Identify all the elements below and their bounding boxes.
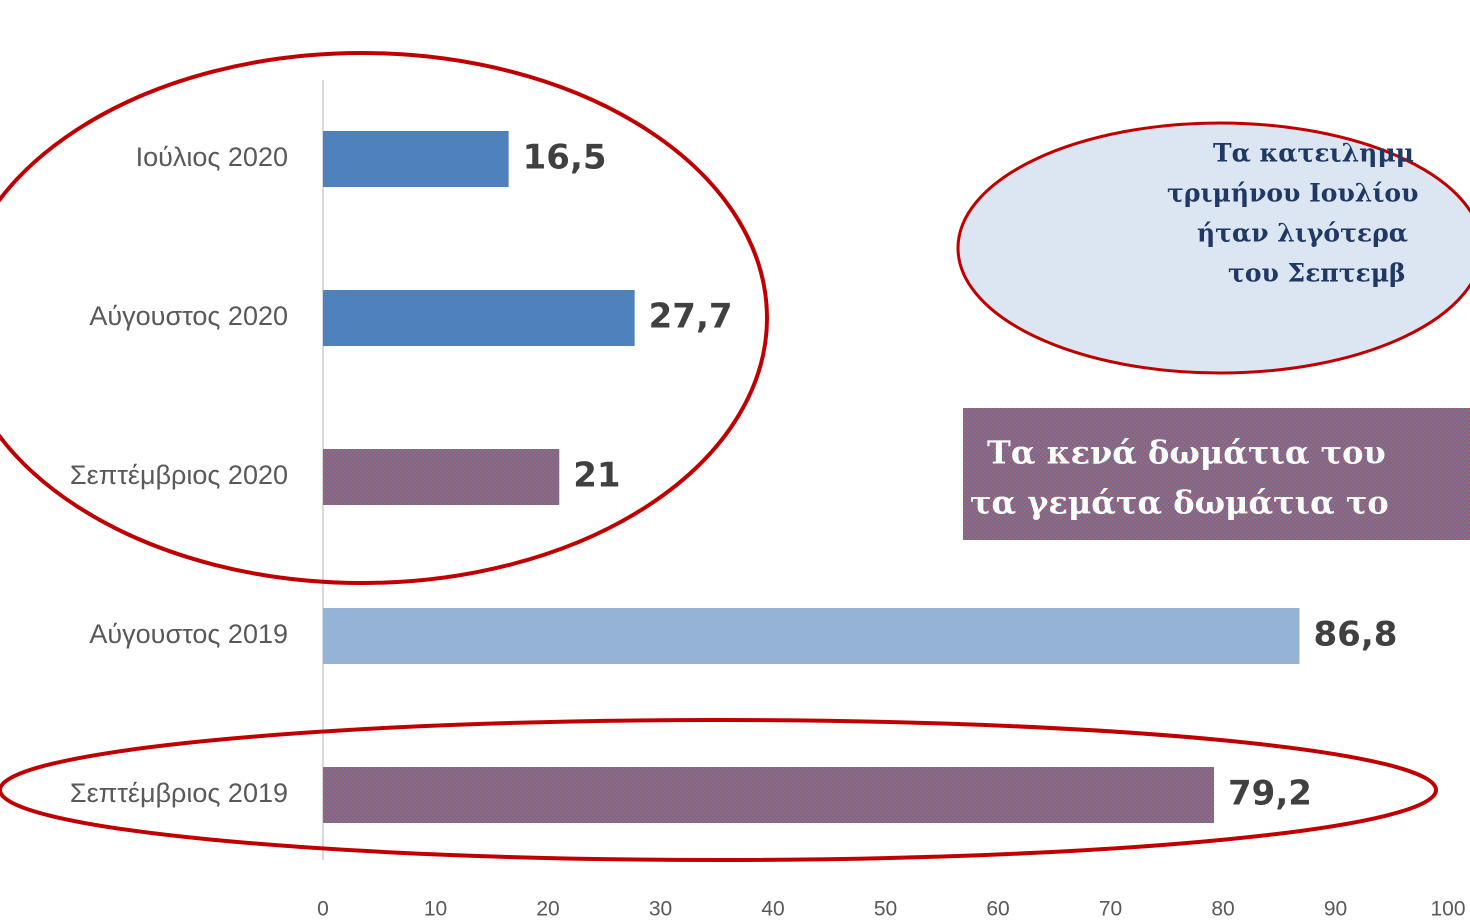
annotation-text: Τα κενά δωμάτια του (987, 434, 1386, 472)
bar (323, 290, 635, 346)
category-label: Αύγουστος 2020 (89, 301, 288, 331)
x-tick-label: 10 (424, 898, 447, 921)
x-tick-label: 100 (1430, 898, 1465, 921)
category-label: Ιούλιος 2020 (136, 142, 288, 172)
annotation-text: Τα κατειλημμ (1213, 139, 1414, 168)
category-label: Αύγουστος 2019 (89, 619, 288, 649)
value-label: 16,5 (523, 138, 607, 178)
annotation-text: τριμήνου Ιουλίου (1167, 179, 1418, 208)
x-tick-label: 50 (874, 898, 897, 921)
value-label: 79,2 (1228, 774, 1312, 814)
annotation-text: ήταν λιγότερα (1197, 219, 1408, 248)
highlight-ellipse (0, 718, 1438, 862)
x-tick-label: 20 (536, 898, 559, 921)
annotation-text: τα γεμάτα δωμάτια το (970, 484, 1389, 522)
x-tick-label: 60 (986, 898, 1009, 921)
bar (323, 608, 1300, 664)
value-label: 86,8 (1314, 615, 1398, 655)
x-tick-label: 90 (1324, 898, 1347, 921)
x-tick-label: 30 (649, 898, 672, 921)
x-tick-label: 0 (317, 898, 329, 921)
callout-ellipse (956, 121, 1470, 375)
value-label: 21 (573, 456, 620, 496)
annotation-text: του Σεπτεμβ (1228, 259, 1406, 288)
category-label: Σεπτέμβριος 2019 (70, 778, 288, 808)
x-tick-label: 80 (1211, 898, 1234, 921)
bar (323, 449, 560, 505)
x-tick-label: 40 (761, 898, 784, 921)
bar (323, 767, 1214, 823)
highlight-ellipse (0, 51, 769, 585)
category-label: Σεπτέμβριος 2020 (70, 460, 288, 490)
callout-box (963, 408, 1470, 540)
bar (323, 131, 509, 187)
x-tick-label: 70 (1099, 898, 1122, 921)
value-label: 27,7 (649, 297, 733, 337)
